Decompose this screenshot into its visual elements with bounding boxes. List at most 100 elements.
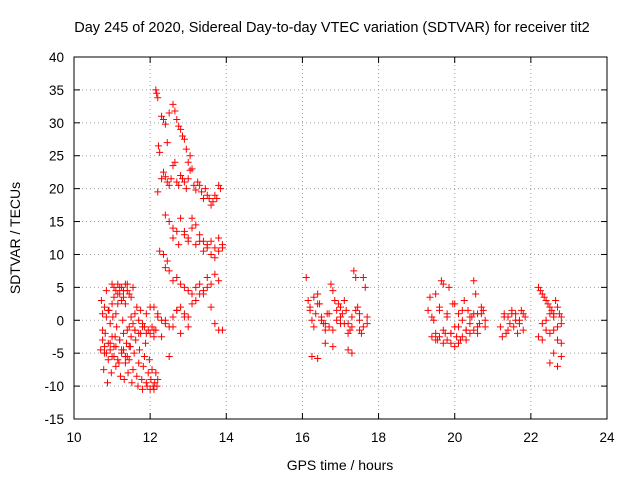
data-point [140, 352, 148, 360]
data-point [217, 185, 225, 193]
data-point [110, 283, 118, 291]
data-point [184, 323, 192, 331]
data-point [321, 326, 329, 334]
data-point [348, 323, 356, 331]
data-point [132, 336, 140, 344]
y-tick-label: -15 [44, 412, 64, 427]
data-point [477, 303, 485, 311]
x-tick-labels: 10 12 14 16 18 20 22 24 [66, 430, 615, 445]
data-point [159, 168, 167, 176]
data-point [148, 323, 156, 331]
data-point [203, 191, 211, 199]
data-point [552, 297, 560, 305]
data-point [445, 283, 453, 291]
axis-ticks [73, 56, 608, 420]
data-point [508, 306, 516, 314]
data-point [139, 362, 147, 370]
data-point [314, 290, 322, 298]
x-tick-label: 12 [143, 430, 158, 445]
data-point [161, 264, 169, 272]
x-tick-label: 14 [219, 430, 235, 445]
data-point [439, 280, 447, 288]
data-point [180, 178, 188, 186]
data-point [135, 329, 143, 337]
data-point [142, 379, 150, 387]
data-point [329, 326, 337, 334]
data-point [158, 333, 166, 341]
data-point [447, 329, 455, 337]
data-point [173, 178, 181, 186]
data-point [184, 287, 192, 295]
data-point [470, 277, 478, 285]
data-point [192, 297, 200, 305]
data-point [215, 234, 223, 242]
y-tick-labels: -15 -10 -5 0 5 10 15 20 25 30 35 40 [44, 50, 64, 427]
data-point [107, 369, 115, 377]
data-point [108, 333, 116, 341]
data-point [534, 333, 542, 341]
chart-title: Day 245 of 2020, Sidereal Day-to-day VTE… [74, 20, 590, 36]
data-point [102, 349, 110, 357]
data-point [439, 339, 447, 347]
data-point [165, 352, 173, 360]
data-point [116, 336, 124, 344]
data-point [462, 336, 470, 344]
data-point [114, 356, 122, 364]
data-point [125, 323, 133, 331]
data-point [192, 186, 200, 194]
data-point [348, 313, 356, 321]
y-tick-label: 20 [49, 182, 64, 197]
grid-lines [74, 57, 607, 419]
data-point [546, 303, 554, 311]
data-point [100, 343, 108, 351]
data-point [184, 313, 192, 321]
data-point [538, 320, 546, 328]
data-point [123, 287, 131, 295]
data-point [310, 323, 318, 331]
data-point [306, 306, 314, 314]
y-tick-label: -5 [52, 346, 64, 361]
data-point [215, 277, 223, 285]
data-point [156, 148, 164, 156]
data-point [437, 277, 445, 285]
data-point [135, 346, 143, 354]
data-point [308, 352, 316, 360]
data-point [317, 313, 325, 321]
data-point [192, 241, 200, 249]
data-point [325, 310, 333, 318]
data-point [106, 320, 114, 328]
data-point [177, 329, 185, 337]
data-point [173, 227, 181, 235]
y-tick-label: 35 [49, 83, 64, 98]
data-point [177, 214, 185, 222]
data-point [363, 313, 371, 321]
data-point [321, 320, 329, 328]
y-tick-label: 0 [56, 313, 64, 328]
data-point [430, 316, 438, 324]
data-point [116, 290, 124, 298]
data-point [161, 320, 169, 328]
data-point [331, 297, 339, 305]
data-point [163, 178, 171, 186]
data-point [97, 346, 105, 354]
data-point [337, 303, 344, 311]
data-point [356, 310, 364, 318]
data-point [475, 320, 483, 328]
data-point [192, 221, 200, 229]
data-point [104, 379, 112, 387]
data-point [182, 145, 190, 153]
data-point [163, 139, 171, 147]
data-point [139, 385, 147, 393]
data-point [177, 303, 185, 311]
data-point [443, 310, 451, 318]
data-point [144, 369, 152, 377]
data-point [169, 162, 177, 170]
data-point [201, 185, 209, 193]
data-point [110, 293, 118, 301]
data-point [196, 231, 204, 239]
x-tick-label: 24 [599, 430, 615, 445]
data-point [127, 333, 135, 341]
data-point [557, 313, 565, 321]
data-point [110, 352, 118, 360]
